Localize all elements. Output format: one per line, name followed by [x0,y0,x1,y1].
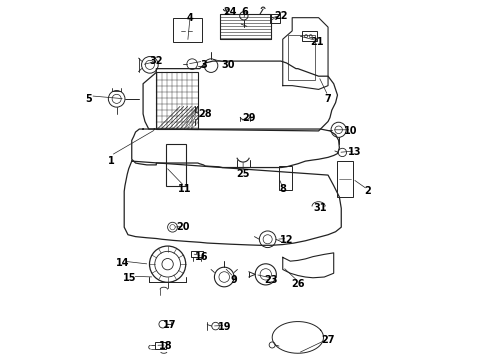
Text: 25: 25 [236,169,250,179]
Circle shape [112,94,121,103]
Circle shape [142,57,158,73]
Text: 11: 11 [178,184,192,194]
Circle shape [155,251,180,277]
Circle shape [212,322,220,330]
Circle shape [271,17,273,19]
Circle shape [331,122,346,138]
Bar [289,35,315,80]
Text: 6: 6 [242,7,248,17]
Text: 18: 18 [159,341,172,351]
Circle shape [240,12,248,20]
Text: 19: 19 [218,322,231,332]
Text: 9: 9 [230,275,237,285]
Text: 26: 26 [291,279,305,289]
Text: 27: 27 [321,336,335,346]
Circle shape [170,225,175,230]
Text: 2: 2 [364,186,371,196]
Text: 8: 8 [279,184,286,194]
Text: 16: 16 [195,252,208,262]
Text: 17: 17 [163,320,176,330]
Circle shape [168,222,177,232]
Circle shape [260,269,271,280]
Circle shape [215,267,234,287]
Circle shape [149,246,186,282]
Circle shape [159,320,167,328]
Text: 15: 15 [123,273,137,283]
Circle shape [187,59,197,69]
Circle shape [259,231,276,248]
Circle shape [162,258,173,270]
Circle shape [275,17,277,19]
Text: 21: 21 [310,37,323,47]
Text: 1: 1 [108,156,114,166]
Text: 7: 7 [325,94,331,104]
Circle shape [305,35,308,38]
Bar [338,161,353,197]
Text: 20: 20 [176,222,190,232]
Bar [270,14,280,23]
Text: 3: 3 [200,60,207,70]
Circle shape [255,264,276,285]
Circle shape [338,148,346,157]
Bar [155,342,167,349]
Text: 32: 32 [149,56,163,66]
Text: 13: 13 [348,147,361,157]
Text: 28: 28 [198,109,212,119]
Text: 31: 31 [314,203,327,213]
Bar [173,18,201,42]
Text: 24: 24 [223,7,237,17]
Text: 4: 4 [187,13,194,23]
Bar [166,144,187,186]
Circle shape [269,342,275,348]
Text: 23: 23 [265,275,278,285]
Circle shape [146,60,154,69]
Bar [279,166,292,190]
Circle shape [263,235,272,244]
Text: 29: 29 [242,113,255,123]
Bar [156,72,198,129]
Circle shape [108,90,125,107]
Text: 22: 22 [274,11,288,21]
Text: 5: 5 [85,94,92,104]
Circle shape [204,59,218,72]
Circle shape [335,126,343,134]
Bar [302,31,317,41]
Bar [192,251,203,257]
Text: 30: 30 [221,60,235,70]
Circle shape [219,272,229,282]
Text: 10: 10 [344,126,357,136]
Text: 12: 12 [280,235,294,246]
Text: 14: 14 [116,258,129,268]
Circle shape [309,35,312,38]
